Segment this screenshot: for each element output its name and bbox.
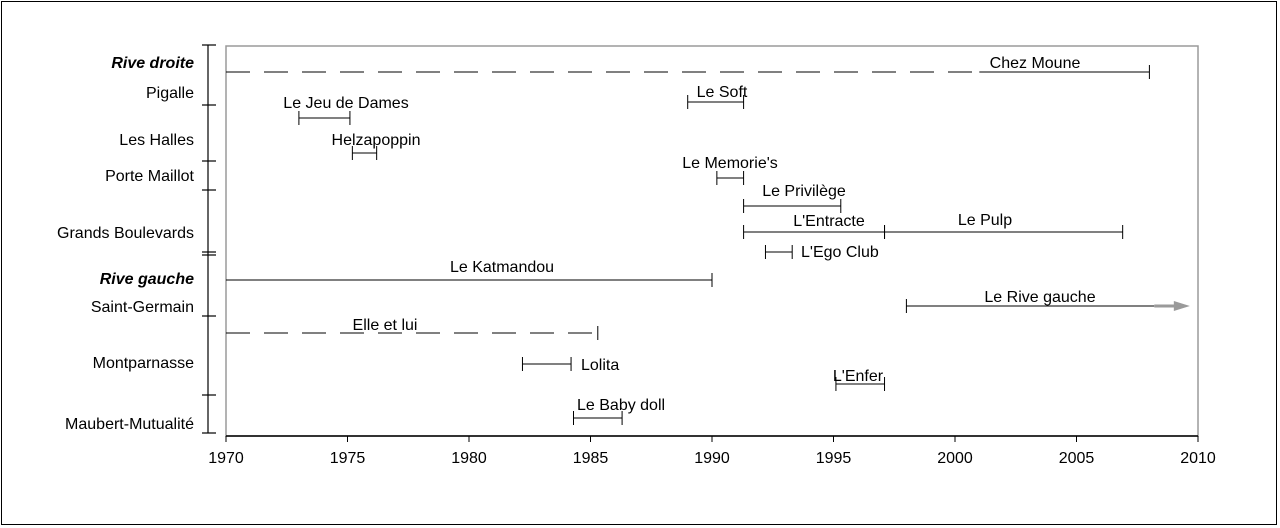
bar-le-jeu-de-dames: Le Jeu de Dames	[283, 95, 409, 125]
bar-label-lolita: Lolita	[581, 357, 619, 374]
category-label-porte-maillot: Porte Maillot	[105, 168, 194, 185]
category-label-grands-boulevards: Grands Boulevards	[57, 225, 194, 242]
bar-le-rive-gauche: Le Rive gauche	[905, 289, 1190, 313]
bar-le-katmandou: Le Katmandou	[226, 259, 713, 287]
bar-label-le-baby-doll: Le Baby doll	[577, 397, 665, 414]
bar-label-l-entracte: L'Entracte	[793, 213, 865, 230]
bar-elle-et-lui: Elle et lui	[226, 317, 599, 340]
group-label-rive-droite: Rive droite	[111, 55, 194, 72]
bar-label-le-soft: Le Soft	[697, 84, 748, 101]
bar-label-le-katmandou: Le Katmandou	[450, 259, 554, 276]
category-label-maubert-mutualite: Maubert-Mutualité	[65, 416, 194, 433]
bar-label-le-jeu-de-dames: Le Jeu de Dames	[283, 95, 408, 112]
continuation-arrow-head	[1173, 301, 1190, 311]
bar-le-pulp: Le Pulp	[884, 212, 1124, 239]
bar-label-chez-moune: Chez Moune	[990, 55, 1081, 72]
x-tick-label-2000: 2000	[937, 450, 973, 467]
category-label-saint-germain: Saint-Germain	[91, 299, 194, 316]
x-tick-label-1995: 1995	[816, 450, 852, 467]
bar-label-elle-et-lui: Elle et lui	[353, 317, 418, 334]
x-tick-label-1975: 1975	[330, 450, 366, 467]
category-label-les-halles: Les Halles	[119, 132, 194, 149]
category-label-montparnasse: Montparnasse	[93, 355, 194, 372]
category-label-pigalle: Pigalle	[146, 85, 194, 102]
x-tick-label-2005: 2005	[1059, 450, 1095, 467]
bar-le-soft: Le Soft	[687, 84, 748, 109]
group-label-rive-gauche: Rive gauche	[100, 271, 194, 288]
bar-label-helzapoppin: Helzapoppin	[332, 132, 421, 149]
bar-l-ego-club: L'Ego Club	[764, 244, 879, 261]
x-tick-label-1970: 1970	[208, 450, 244, 467]
bar-l-entracte: L'Entracte	[743, 213, 886, 239]
bar-label-le-rive-gauche: Le Rive gauche	[984, 289, 1095, 306]
bar-label-le-pulp: Le Pulp	[958, 212, 1012, 229]
bar-helzapoppin: Helzapoppin	[332, 132, 421, 160]
bar-label-le-privilege: Le Privilège	[762, 183, 846, 200]
bar-label-l-ego-club: L'Ego Club	[801, 244, 879, 261]
bar-le-privilege: Le Privilège	[743, 183, 846, 213]
x-tick-label-1980: 1980	[451, 450, 487, 467]
bar-le-memorie-s: Le Memorie's	[682, 155, 778, 185]
x-tick-label-1990: 1990	[694, 450, 730, 467]
x-tick-label-1985: 1985	[573, 450, 609, 467]
bar-label-l-enfer: L'Enfer	[833, 368, 884, 385]
bar-le-baby-doll: Le Baby doll	[572, 397, 665, 425]
bar-label-le-memorie-s: Le Memorie's	[682, 155, 778, 172]
x-tick-label-2010: 2010	[1180, 450, 1216, 467]
bar-l-enfer: L'Enfer	[833, 368, 886, 391]
bar-lolita: Lolita	[521, 357, 619, 374]
bar-chez-moune: Chez Moune	[226, 55, 1150, 79]
